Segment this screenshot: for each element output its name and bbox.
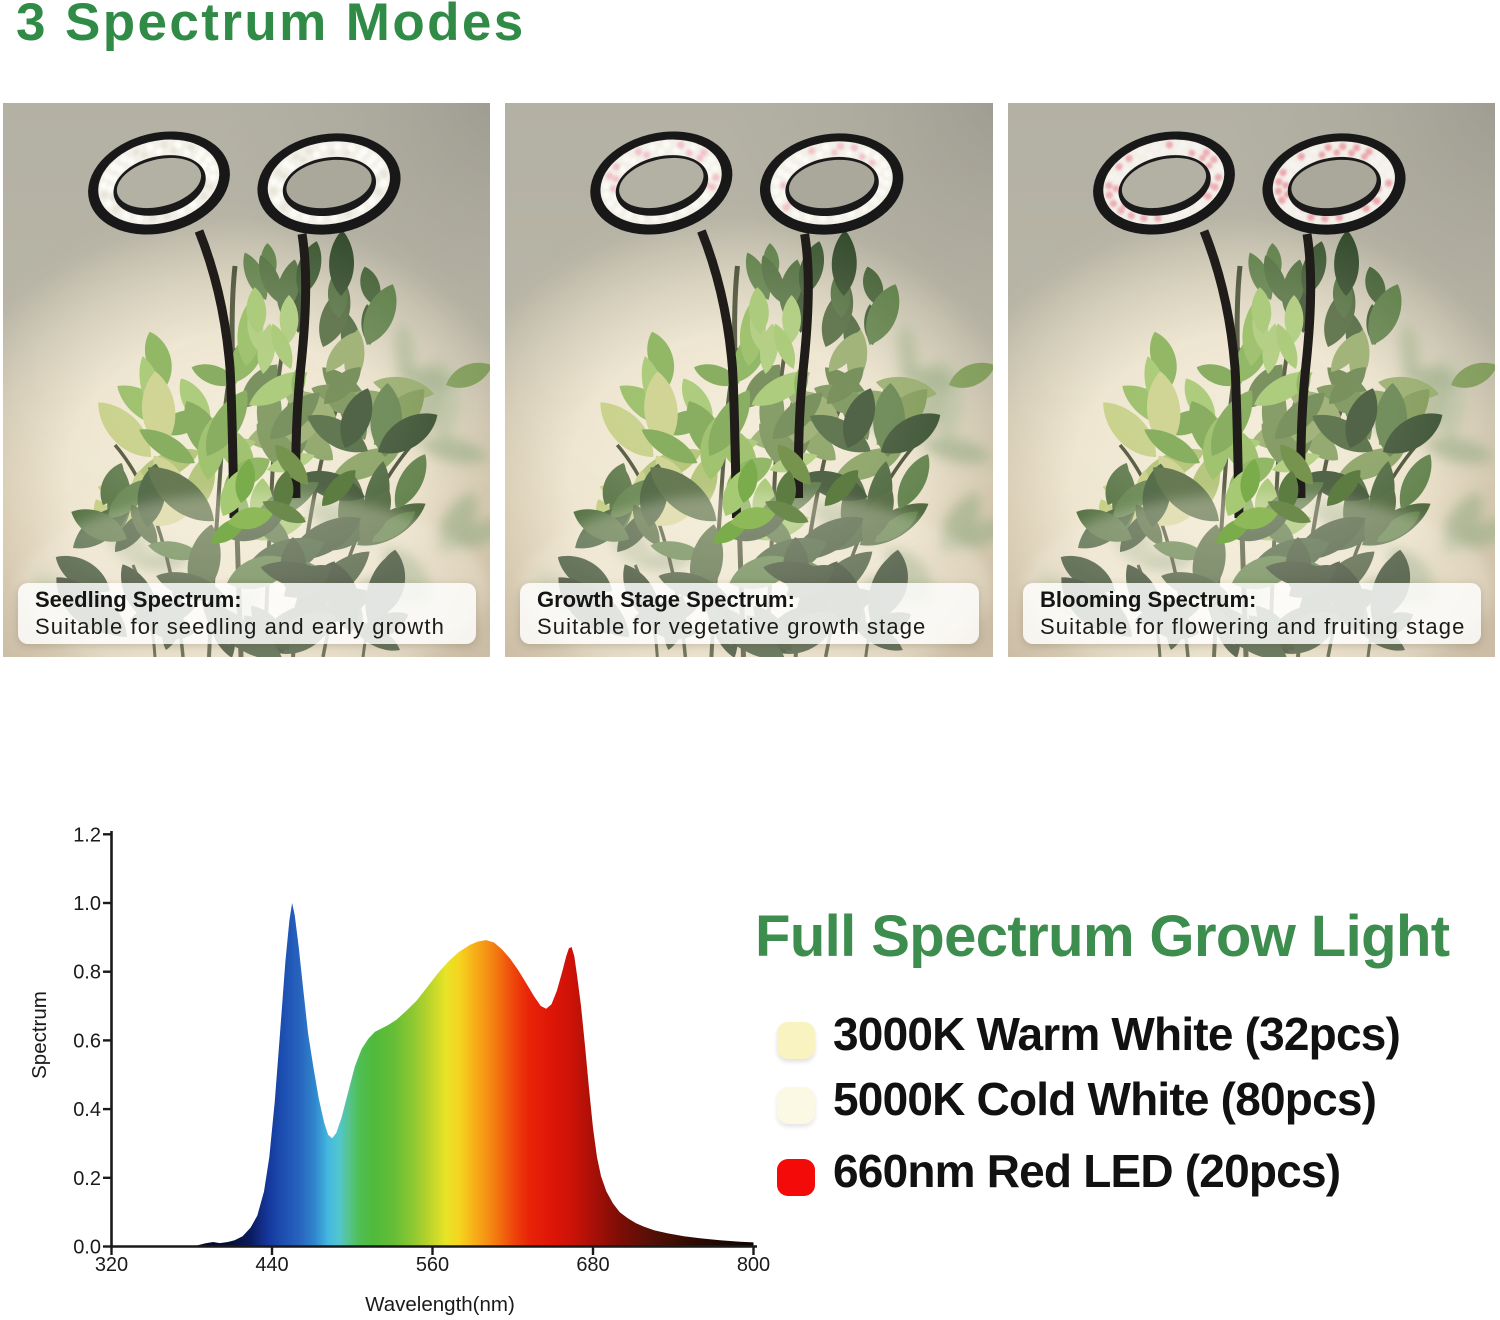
svg-text:0.8: 0.8	[73, 962, 101, 984]
svg-text:320: 320	[95, 1254, 128, 1276]
svg-text:0.6: 0.6	[73, 1030, 101, 1052]
svg-text:800: 800	[737, 1254, 770, 1276]
svg-text:440: 440	[255, 1254, 288, 1276]
svg-text:0.0: 0.0	[73, 1237, 101, 1259]
svg-text:0.4: 0.4	[73, 1099, 101, 1121]
svg-text:1.0: 1.0	[73, 893, 101, 915]
svg-text:Wavelength(nm): Wavelength(nm)	[365, 1293, 515, 1316]
svg-text:0.2: 0.2	[73, 1168, 101, 1190]
svg-text:Spectrum: Spectrum	[28, 991, 51, 1079]
svg-text:560: 560	[416, 1254, 449, 1276]
svg-text:1.2: 1.2	[73, 824, 101, 846]
svg-text:680: 680	[576, 1254, 609, 1276]
